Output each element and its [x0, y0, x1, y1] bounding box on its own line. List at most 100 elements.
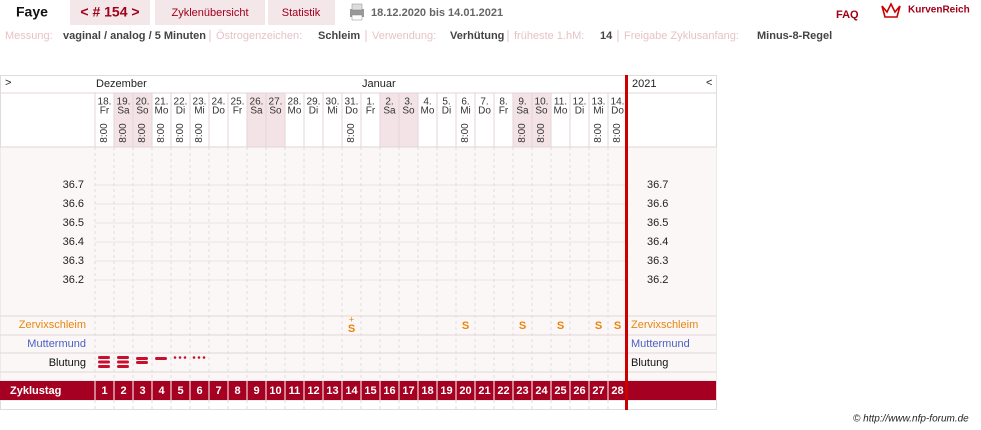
day-weekday: Fr: [100, 106, 110, 117]
row-label: Blutung: [631, 357, 668, 369]
cervix-mark: S: [595, 320, 602, 332]
temp-label: 36.4: [63, 236, 84, 248]
cycle-day: 20: [459, 385, 471, 397]
day-weekday: Mi: [327, 106, 338, 117]
day-weekday: So: [535, 106, 548, 117]
day-weekday: Mi: [194, 106, 205, 117]
setting-value: vaginal / analog / 5 Minuten: [63, 30, 206, 42]
cycle-day: 23: [516, 385, 528, 397]
tab-bg: [155, 0, 265, 25]
cycle-day: 12: [307, 385, 319, 397]
day-date: 25.: [231, 97, 245, 108]
row-label: Blutung: [49, 357, 86, 369]
weekend-shade: [399, 93, 418, 147]
day-weekday: Di: [442, 106, 451, 117]
day-weekday: Mi: [460, 106, 471, 117]
temp-label: 36.6: [647, 198, 668, 210]
day-date: 14.: [611, 97, 625, 108]
day-date: 7.: [480, 97, 488, 108]
cycle-day: 14: [345, 385, 358, 397]
cycle-day: 24: [535, 385, 548, 397]
row-label: Zervixschleim: [19, 319, 86, 331]
day-time: 8:00: [536, 123, 547, 143]
setting-value: Minus-8-Regel: [757, 30, 832, 42]
print-icon[interactable]: [350, 3, 364, 21]
day-date: 4.: [423, 97, 431, 108]
temp-label: 36.6: [63, 198, 84, 210]
month: Dezember: [96, 78, 147, 90]
setting-value: Verhütung: [450, 30, 504, 42]
nav-arrow[interactable]: >: [5, 77, 11, 89]
row-label: Zyklustag: [10, 385, 61, 397]
day-weekday: So: [269, 106, 282, 117]
setting-value: Schleim: [318, 30, 360, 42]
cycle-day: 6: [196, 385, 202, 397]
day-weekday: Di: [309, 106, 318, 117]
day-date: 11.: [554, 97, 567, 108]
day-date: 29.: [307, 97, 321, 108]
day-time: 8:00: [156, 123, 167, 143]
day-weekday: Mo: [421, 106, 435, 117]
day-weekday: Mo: [554, 106, 568, 117]
weekend-shade: [266, 93, 285, 147]
day-time: 8:00: [137, 123, 148, 143]
day-date: 24.: [212, 97, 226, 108]
day-date: 3.: [404, 97, 412, 108]
day-time: 8:00: [593, 123, 604, 143]
logo-icon: [881, 2, 901, 18]
logo-text[interactable]: KurvenReich: [908, 5, 970, 16]
row-label: Muttermund: [27, 338, 86, 350]
day-time: 8:00: [194, 123, 205, 143]
temp-label: 36.3: [647, 255, 668, 267]
day-weekday: So: [402, 106, 415, 117]
weekend-shade: [247, 93, 266, 147]
tab[interactable]: Statistik: [282, 7, 321, 19]
day-date: 19.: [117, 97, 131, 108]
nav-arrow[interactable]: <: [706, 77, 712, 89]
cycle-day: 1: [101, 385, 107, 397]
day-weekday: So: [136, 106, 149, 117]
tab-bg: [268, 0, 335, 25]
setting-value: 14: [600, 30, 613, 42]
temp-label: 36.7: [63, 179, 84, 191]
setting-label: Freigabe Zyklusanfang:: [624, 30, 739, 42]
day-date: 2.: [385, 97, 393, 108]
cycle-day-row: [0, 381, 716, 400]
day-date: 12.: [573, 97, 587, 108]
cervix-mark: S: [557, 320, 564, 332]
cervix-mark: S: [519, 320, 526, 332]
cycle-day: 28: [611, 385, 623, 397]
cycle-day: 10: [269, 385, 281, 397]
weekend-shade: [133, 93, 152, 147]
day-time: 8:00: [460, 123, 471, 143]
temp-label: 36.7: [647, 179, 668, 191]
row-label: Zervixschleim: [631, 319, 698, 331]
temp-label: 36.2: [63, 274, 84, 286]
cycle-nav[interactable]: < # 154 >: [80, 4, 139, 20]
day-date: 9.: [518, 97, 526, 108]
day-date: 20.: [136, 97, 150, 108]
user-name: Faye: [16, 4, 48, 20]
cycle-day: 15: [364, 385, 376, 397]
day-weekday: Mo: [155, 106, 169, 117]
day-time: 8:00: [99, 123, 110, 143]
temp-label: 36.4: [647, 236, 668, 248]
day-date: 22.: [174, 97, 188, 108]
cycle-day: 22: [497, 385, 509, 397]
day-weekday: Di: [575, 106, 584, 117]
tab[interactable]: Zyklenübersicht: [171, 7, 248, 19]
cycle-day: 3: [139, 385, 145, 397]
bleeding-marks: [98, 356, 206, 368]
temp-label: 36.2: [647, 274, 668, 286]
day-weekday: Sa: [250, 106, 263, 117]
cycle-day: 9: [253, 385, 259, 397]
day-weekday: Mo: [288, 106, 302, 117]
day-date: 26.: [250, 97, 264, 108]
faq-link[interactable]: FAQ: [836, 9, 859, 21]
cycle-day: 4: [158, 385, 165, 397]
day-weekday: Sa: [117, 106, 130, 117]
day-date: 27.: [269, 97, 283, 108]
cycle-day: 25: [554, 385, 566, 397]
cervix-plus: +: [349, 314, 354, 324]
